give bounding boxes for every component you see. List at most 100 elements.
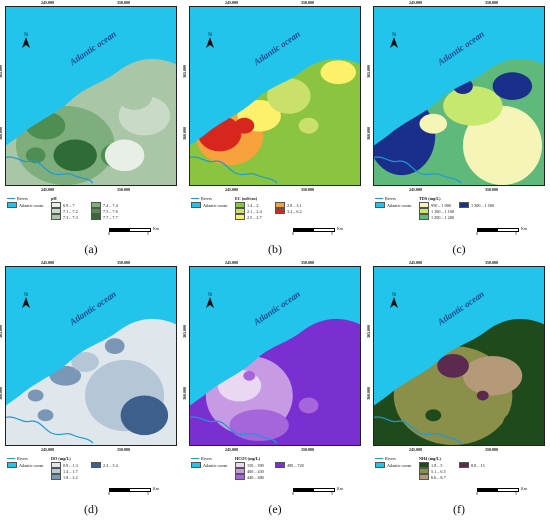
scale-bar: 0 5 Km — [292, 226, 343, 238]
x-tick-top-1: 245.000 — [225, 0, 238, 5]
legend-class-label: 7.7 – 7.7 — [103, 214, 118, 220]
legend-rivers: Rivers — [191, 196, 212, 201]
scale-end: 5 — [147, 491, 149, 496]
legend-swatch — [419, 208, 429, 214]
scale-end: 5 — [331, 231, 333, 236]
map-panel-do: 245.000 350.000 N Atlantic ocean 365.000… — [0, 260, 179, 517]
legend-class-label: 1.4 – 2 — [247, 202, 259, 208]
legend-swatch — [235, 468, 245, 474]
x-tick-bottom-2: 350.000 — [117, 447, 130, 452]
zone-blob — [476, 390, 489, 401]
x-tick-top-1: 245.000 — [41, 260, 54, 265]
map-panel-ph: 245.000 350.000 N Atlantic ocean 365.000… — [0, 0, 179, 257]
x-tick-top-1: 245.000 — [225, 260, 238, 265]
legend-class: 5.1 – 6.5 — [419, 468, 446, 474]
legend-rivers: Rivers — [375, 196, 396, 201]
map-frame: N Atlantic ocean — [373, 266, 545, 446]
legend-class-label: 7.3 – 7.3 — [63, 214, 78, 220]
legend-swatch — [91, 208, 101, 214]
legend-class-label: 7.1 – 7.2 — [63, 208, 78, 214]
legend-swatch — [275, 202, 285, 208]
map-legend: Rivers Atlantic ocean HCO3 (mg/L) 150 – … — [191, 456, 361, 488]
scale-zero: 0 — [108, 231, 110, 236]
legend-class: 1 300 – 1 500 — [459, 202, 494, 208]
zone-blob — [25, 147, 46, 164]
legend-class: 1 100 – 1 100 — [419, 208, 454, 214]
legend-title: HCO3 (mg/L) — [235, 456, 261, 461]
legend-class-label: 0.9 – 1.3 — [63, 462, 78, 468]
legend-class: 2.8 – 3.1 — [275, 202, 302, 208]
legend-class: 2.5 – 2.7 — [235, 214, 262, 220]
scale-end: 5 — [331, 491, 333, 496]
legend-class-label: 5.1 – 6.5 — [431, 468, 446, 474]
legend-class: 2.1 – 2.4 — [235, 208, 262, 214]
scale-end: 5 — [515, 231, 517, 236]
x-tick-top-2: 350.000 — [301, 0, 314, 5]
map-frame: N Atlantic ocean — [5, 6, 177, 186]
map-legend: Rivers Atlantic ocean DO (mg/L) 0.9 – 1.… — [7, 456, 177, 488]
legend-rivers: Rivers — [7, 196, 28, 201]
north-arrow-icon: N — [388, 291, 400, 309]
legend-swatch — [91, 462, 101, 468]
legend-swatch — [419, 202, 429, 208]
map-legend: Rivers Atlantic ocean TDS (mg/L) 950 – 1… — [375, 196, 545, 228]
legend-class-label: 490 – 720 — [287, 462, 304, 468]
panel-caption: (a) — [84, 242, 98, 256]
zone-blob — [502, 409, 543, 442]
legend-swatch — [51, 462, 61, 468]
scale-zero: 0 — [292, 491, 294, 496]
legend-class: 7.4 – 7.4 — [91, 202, 118, 208]
x-tick-top-2: 350.000 — [301, 260, 314, 265]
map-frame: N Atlantic ocean — [5, 266, 177, 446]
x-tick-top-1: 245.000 — [409, 0, 422, 5]
legend-swatch — [419, 214, 429, 220]
legend-swatch — [275, 208, 285, 214]
map-panel-hco3: 245.000 350.000 N Atlantic ocean 365.000… — [182, 260, 363, 517]
legend-atlantic: Atlantic ocean — [7, 202, 43, 208]
legend-class-label: 1.4 – 1.7 — [63, 468, 78, 474]
y-tick-2: 360.000 — [182, 127, 187, 140]
legend-swatch — [235, 202, 245, 208]
x-tick-bottom-2: 350.000 — [485, 447, 498, 452]
zone-blob — [37, 409, 54, 422]
y-tick-1: 365.000 — [182, 65, 187, 78]
river-line — [374, 416, 462, 444]
legend-swatch — [51, 202, 61, 208]
x-tick-top-2: 350.000 — [117, 260, 130, 265]
legend-swatch — [419, 468, 429, 474]
legend-class: 7.5 – 7.6 — [91, 208, 118, 214]
scale-bar: 0 5 Km — [476, 486, 527, 498]
scale-bar: 0 5 Km — [108, 486, 159, 498]
scale-bar: 0 5 Km — [108, 226, 159, 238]
legend-class: 1.4 – 1.7 — [51, 468, 78, 474]
legend-swatch — [459, 202, 469, 208]
legend-swatch — [235, 214, 245, 220]
x-tick-bottom-2: 350.000 — [301, 187, 314, 192]
legend-class-label: 2.1 – 2.4 — [247, 208, 262, 214]
y-tick-2: 360.000 — [0, 387, 3, 400]
legend-swatch — [91, 214, 101, 220]
north-letter: N — [208, 293, 212, 298]
x-tick-top-2: 350.000 — [485, 0, 498, 5]
scale-end: 5 — [147, 231, 149, 236]
zone-blob — [492, 72, 533, 100]
legend-class-label: 7.5 – 7.6 — [103, 208, 118, 214]
legend-class-label: 6.6 – 8.7 — [431, 474, 446, 480]
legend-swatch — [51, 208, 61, 214]
scale-end: 5 — [515, 491, 517, 496]
map-panel-ec: 245.000 350.000 N Atlantic ocean 365.000… — [182, 0, 363, 257]
map-panel-nh4: 245.000 350.000 N Atlantic ocean 365.000… — [366, 260, 547, 517]
y-tick-1: 365.000 — [0, 325, 3, 338]
legend-class-label: 150 – 390 — [247, 462, 264, 468]
x-tick-top-1: 245.000 — [41, 0, 54, 5]
legend-class-label: 1.8 – 5 — [431, 462, 443, 468]
legend-title: pH — [51, 196, 57, 201]
map-frame: N Atlantic ocean — [373, 6, 545, 186]
legend-class-label: 1 300 – 1 500 — [471, 202, 495, 208]
x-tick-bottom-1: 245.000 — [41, 447, 54, 452]
zone-blob — [462, 105, 543, 185]
zone-blob — [53, 139, 97, 172]
x-tick-bottom-1: 245.000 — [409, 447, 422, 452]
atlantic-ocean-area — [190, 267, 360, 406]
legend-class-label: 2.5 – 2.7 — [247, 214, 262, 220]
